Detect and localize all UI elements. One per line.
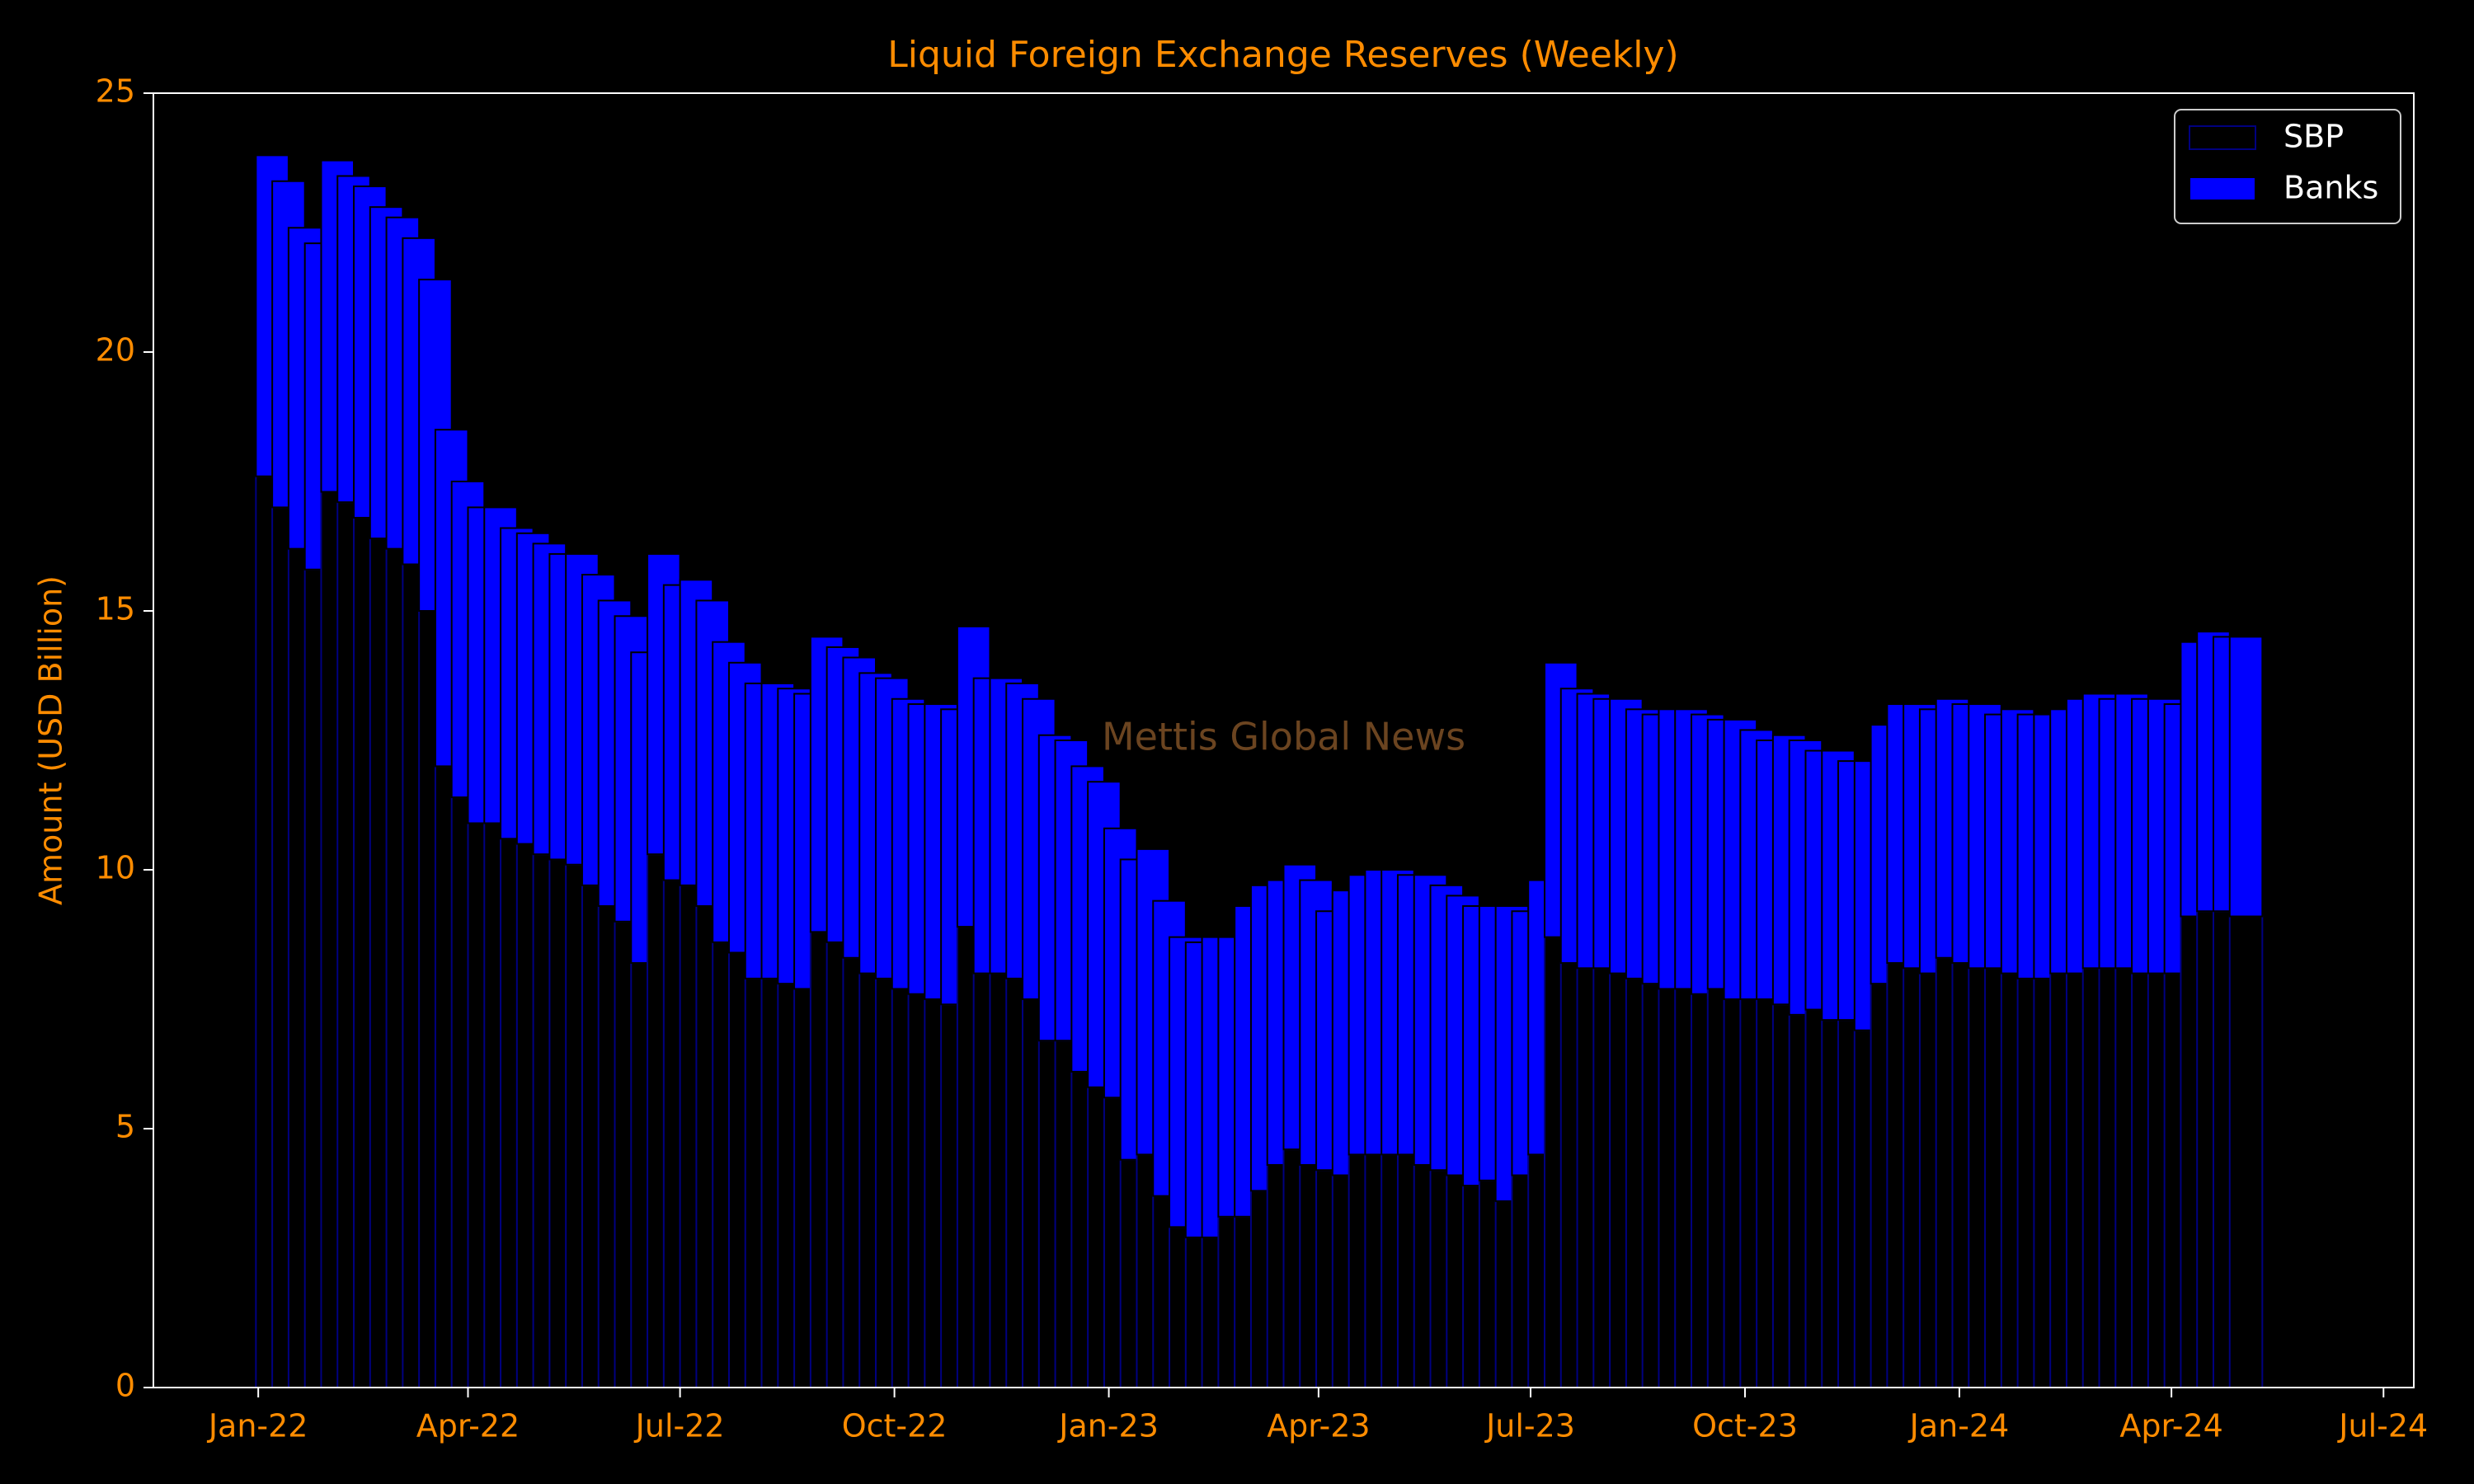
y-tick-label: 5 — [115, 1109, 135, 1145]
x-tick-label: Jul-24 — [2337, 1408, 2428, 1444]
legend-label: SBP — [2284, 119, 2344, 155]
x-tick-label: Jul-23 — [1484, 1408, 1575, 1444]
plot-area — [255, 154, 2264, 1389]
x-tick-label: Apr-24 — [2119, 1408, 2222, 1444]
x-tick-label: Oct-22 — [842, 1408, 948, 1444]
bar-segment — [2228, 915, 2264, 1388]
watermark: Mettis Global News — [1102, 715, 1465, 759]
axes-frame — [153, 92, 2415, 1388]
y-tick-label: 20 — [96, 332, 135, 369]
y-axis-label: Amount (USD Billion) — [33, 575, 69, 905]
legend-swatch — [2189, 176, 2256, 201]
x-tick-label: Jul-22 — [634, 1408, 725, 1444]
x-tick-label: Apr-23 — [1267, 1408, 1370, 1444]
x-tick-label: Oct-23 — [1692, 1408, 1798, 1444]
x-tick-label: Jan-24 — [1908, 1408, 2010, 1444]
x-tick-label: Jan-22 — [207, 1408, 308, 1444]
chart-title: Liquid Foreign Exchange Reserves (Weekly… — [887, 34, 1678, 76]
y-tick-label: 10 — [96, 850, 135, 886]
y-tick-label: 0 — [115, 1368, 135, 1404]
legend-label: Banks — [2284, 170, 2378, 206]
y-tick-label: 25 — [96, 73, 135, 110]
y-tick-label: 15 — [96, 591, 135, 627]
bar-segment — [2228, 636, 2264, 918]
x-tick-label: Apr-22 — [416, 1408, 520, 1444]
x-tick-label: Jan-23 — [1057, 1408, 1159, 1444]
legend-swatch — [2189, 125, 2256, 150]
